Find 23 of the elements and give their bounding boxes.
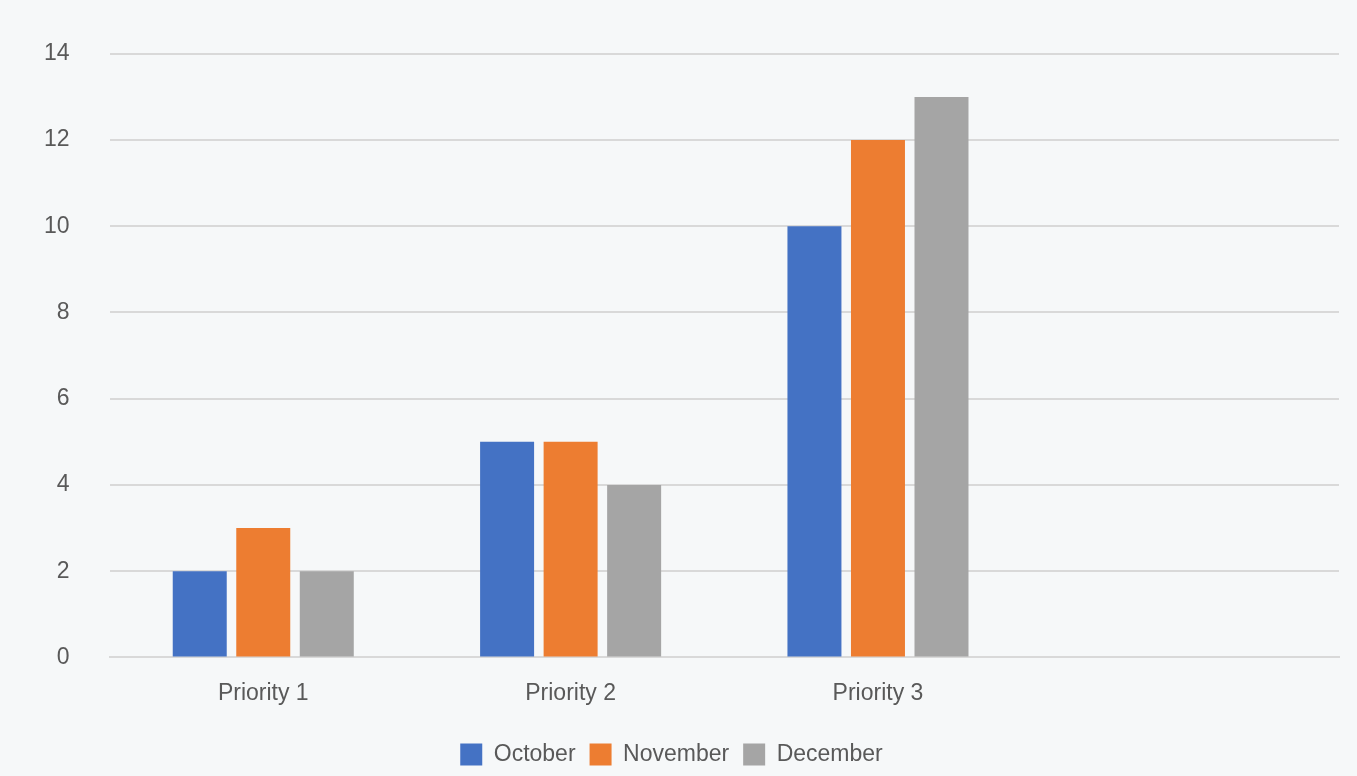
bar — [607, 484, 662, 657]
bar — [480, 441, 535, 657]
legend-label: October — [493, 739, 576, 766]
y-tick-label: 14 — [43, 39, 70, 66]
bar — [236, 528, 291, 657]
x-tick-label: Priority 1 — [217, 678, 309, 705]
x-tick-label: Priority 2 — [525, 678, 616, 705]
bar — [914, 96, 969, 657]
legend-label: December — [776, 739, 884, 766]
y-tick-label: 6 — [56, 384, 70, 411]
y-tick-label: 10 — [43, 211, 70, 238]
y-tick-label: 2 — [56, 556, 70, 583]
x-tick-label: Priority 3 — [832, 678, 924, 705]
legend-label: November — [623, 739, 730, 766]
bar — [850, 140, 905, 657]
bar — [172, 571, 227, 657]
y-tick-label: 0 — [56, 642, 70, 669]
bar — [299, 571, 354, 657]
bar — [787, 226, 842, 657]
y-tick-label: 8 — [56, 297, 70, 324]
y-tick-label: 12 — [43, 125, 70, 152]
y-tick-label: 4 — [56, 470, 70, 497]
bar — [543, 441, 598, 657]
